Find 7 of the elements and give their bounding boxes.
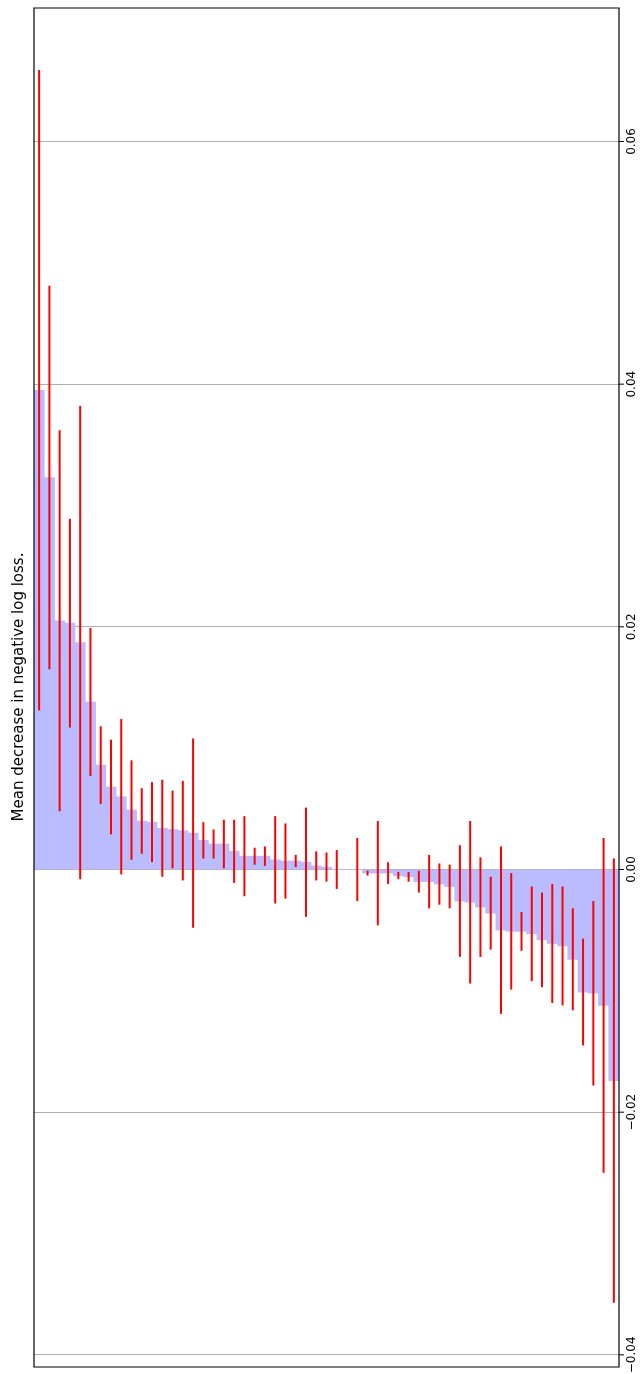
y-tick-label: 0.02 <box>624 613 639 641</box>
y-tick-label: 0.00 <box>624 856 639 883</box>
y-tick-label: 0.04 <box>624 370 639 398</box>
y-tick-label: 0.06 <box>624 128 639 155</box>
y-tick-label: −0.04 <box>624 1336 639 1374</box>
y-axis-title: Mean decrease in negative log loss. <box>9 552 27 822</box>
y-tick-label: −0.02 <box>624 1093 639 1131</box>
